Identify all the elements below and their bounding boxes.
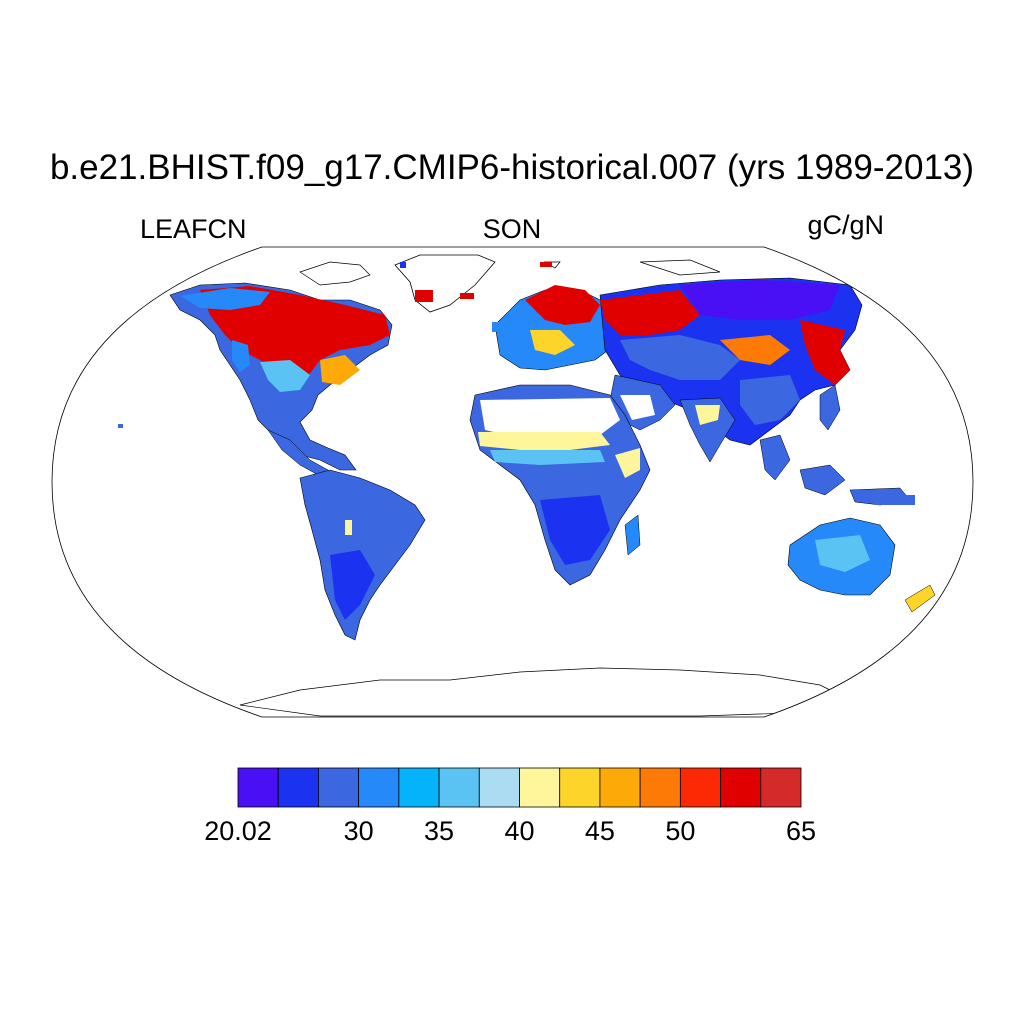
- colorbar-tick-label: 35: [424, 816, 455, 846]
- colorbar-swatch: [760, 767, 802, 808]
- north-america-tundra: [180, 288, 270, 310]
- colorbar-swatch: [679, 767, 721, 808]
- india: [679, 397, 736, 463]
- na-east: [320, 355, 360, 385]
- units-label: gC/gN: [807, 210, 884, 240]
- iceland-island: [460, 293, 474, 299]
- colorbar-swatch: [358, 767, 400, 808]
- colorbar-tick-label: 20.02: [204, 816, 272, 846]
- colorbar-swatch: [559, 767, 601, 808]
- asia-central: [620, 335, 740, 380]
- na-west-coast: [232, 340, 250, 372]
- sahel-lower: [490, 450, 605, 465]
- asia-mongolia: [720, 335, 790, 365]
- colorbar-swatch: [318, 767, 360, 808]
- madagascar: [624, 514, 641, 556]
- siberia-east: [800, 320, 850, 385]
- south-america-south: [330, 550, 375, 620]
- arctic-islands: [299, 259, 721, 286]
- uk-island: [492, 322, 500, 332]
- plot-title: b.e21.BHIST.f09_g17.CMIP6-historical.007…: [49, 148, 975, 187]
- colorbar-tick-label: 50: [665, 816, 696, 846]
- scandinavia: [525, 285, 600, 325]
- greenland-outline: [394, 254, 496, 313]
- colorbar-swatch: [519, 767, 561, 808]
- central-africa: [540, 495, 610, 565]
- colorbar-swatch: [720, 767, 762, 808]
- antarctica-outline: [239, 667, 851, 717]
- australia-interior: [815, 535, 870, 572]
- southeast-asia: [759, 434, 911, 506]
- variable-label: LEAFCN: [140, 214, 247, 244]
- season-label: SON: [482, 214, 542, 244]
- arctic-patch: [540, 262, 552, 267]
- russia-boreal: [600, 290, 700, 335]
- europe-central: [530, 330, 575, 355]
- north-america-boreal: [200, 286, 390, 385]
- colorbar-swatch: [398, 767, 440, 808]
- arabia-desert: [620, 395, 655, 420]
- sahel-band: [478, 432, 610, 450]
- colorbar-tick-label: 65: [785, 816, 817, 846]
- colorbar-swatch: [438, 767, 480, 808]
- na-transition: [260, 360, 310, 392]
- south-america-patch: [345, 520, 352, 535]
- asia-china: [740, 375, 800, 425]
- colorbar-tick-label: 30: [343, 816, 374, 846]
- horn-of-africa: [615, 448, 640, 478]
- colorbar-swatch: [639, 767, 681, 808]
- japan: [819, 384, 841, 431]
- colorbar-swatch: [599, 767, 641, 808]
- sahara: [480, 398, 620, 438]
- new-zealand: [904, 584, 936, 613]
- new-guinea: [870, 495, 915, 505]
- india-highlight: [695, 405, 720, 425]
- colorbar-tick-label: 40: [504, 816, 535, 846]
- siberia-north: [680, 280, 840, 320]
- colorbar: [237, 767, 802, 808]
- colorbar-swatch: [237, 767, 279, 808]
- map-boundary: [51, 246, 974, 718]
- colorbar-swatch: [277, 767, 319, 808]
- hawaii-island: [118, 424, 123, 428]
- colorbar-tick-label: 45: [584, 816, 615, 846]
- greenland-south: [415, 290, 433, 302]
- alaska-patch: [400, 262, 406, 268]
- colorbar-swatch: [478, 767, 520, 808]
